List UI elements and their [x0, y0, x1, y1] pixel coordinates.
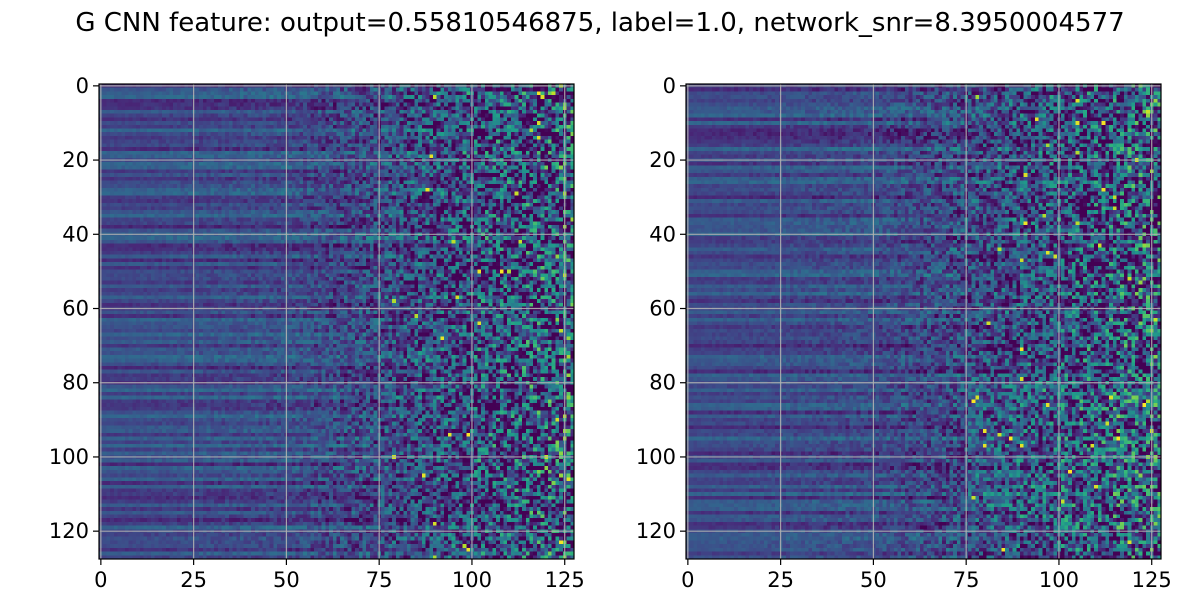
- heatmap-panel-right: 0 25 50 75 100 125 0 20 40 60 80 100 120: [636, 74, 1172, 592]
- axes-frame: [98, 83, 575, 560]
- x-tick-label: 100: [1039, 568, 1079, 592]
- axes-frame: [685, 83, 1162, 560]
- x-tick-label: 75: [953, 568, 980, 592]
- x-tick-label: 100: [452, 568, 492, 592]
- x-tick-label: 0: [94, 568, 107, 592]
- y-tick-label: 0: [76, 74, 89, 98]
- x-tick-label: 125: [545, 568, 585, 592]
- x-tick-label: 25: [767, 568, 794, 592]
- y-tick-label: 80: [649, 371, 676, 395]
- y-tick-label: 20: [649, 148, 676, 172]
- heatmap-image: [686, 84, 1161, 559]
- x-tick-label: 0: [681, 568, 694, 592]
- figure-title: G CNN feature: output=0.55810546875, lab…: [75, 8, 1125, 38]
- y-tick-label: 100: [49, 445, 89, 469]
- heatmap-panel-left: 0 25 50 75 100 125 0 20 40 60 80 100 120: [49, 74, 585, 592]
- y-tick-label: 80: [62, 371, 89, 395]
- y-tick-label: 120: [636, 519, 676, 543]
- y-tick-label: 0: [663, 74, 676, 98]
- y-tick-label: 60: [649, 297, 676, 321]
- heatmap-left: 0 25 50 75 100 125 0 20 40 60 80 100 120: [49, 74, 585, 592]
- x-tick-label: 50: [273, 568, 300, 592]
- x-tick-label: 75: [366, 568, 393, 592]
- heatmap-image: [99, 84, 574, 559]
- y-tick-label: 120: [49, 519, 89, 543]
- y-tick-label: 40: [649, 222, 676, 246]
- x-tick-label: 125: [1132, 568, 1172, 592]
- y-tick-label: 60: [62, 297, 89, 321]
- y-tick-label: 100: [636, 445, 676, 469]
- x-tick-label: 25: [180, 568, 207, 592]
- y-tick-label: 40: [62, 222, 89, 246]
- y-tick-label: 20: [62, 148, 89, 172]
- x-tick-label: 50: [860, 568, 887, 592]
- heatmap-right: 0 25 50 75 100 125 0 20 40 60 80 100 120: [636, 74, 1172, 592]
